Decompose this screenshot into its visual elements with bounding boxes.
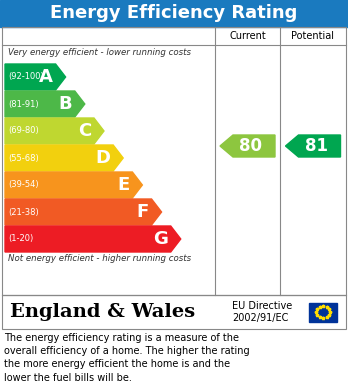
Text: A: A bbox=[39, 68, 53, 86]
Text: Very energy efficient - lower running costs: Very energy efficient - lower running co… bbox=[8, 48, 191, 57]
Text: Energy Efficiency Rating: Energy Efficiency Rating bbox=[50, 5, 298, 23]
Bar bbox=[2, 295, 346, 329]
Text: (39-54): (39-54) bbox=[8, 181, 39, 190]
Polygon shape bbox=[285, 135, 340, 157]
Bar bbox=[2, 27, 346, 295]
Text: (1-20): (1-20) bbox=[8, 235, 33, 244]
Polygon shape bbox=[5, 145, 123, 171]
Polygon shape bbox=[5, 172, 142, 198]
Text: D: D bbox=[95, 149, 110, 167]
Polygon shape bbox=[5, 199, 161, 225]
Text: B: B bbox=[58, 95, 72, 113]
Polygon shape bbox=[5, 64, 66, 90]
Text: Current: Current bbox=[229, 31, 266, 41]
Polygon shape bbox=[5, 118, 104, 144]
Text: 80: 80 bbox=[239, 137, 262, 155]
Text: (81-91): (81-91) bbox=[8, 99, 39, 108]
Bar bbox=[0, 0, 348, 27]
Polygon shape bbox=[220, 135, 275, 157]
Text: (69-80): (69-80) bbox=[8, 127, 39, 136]
Polygon shape bbox=[5, 91, 85, 117]
Text: F: F bbox=[136, 203, 149, 221]
Text: 81: 81 bbox=[305, 137, 328, 155]
Text: (55-68): (55-68) bbox=[8, 154, 39, 163]
Text: England & Wales: England & Wales bbox=[10, 303, 195, 321]
Text: (21-38): (21-38) bbox=[8, 208, 39, 217]
Text: (92-100): (92-100) bbox=[8, 72, 44, 81]
Text: The energy efficiency rating is a measure of the
overall efficiency of a home. T: The energy efficiency rating is a measur… bbox=[4, 333, 250, 383]
Text: G: G bbox=[153, 230, 168, 248]
Polygon shape bbox=[5, 226, 181, 252]
Text: EU Directive
2002/91/EC: EU Directive 2002/91/EC bbox=[232, 301, 292, 323]
Bar bbox=[309, 303, 337, 321]
Text: Not energy efficient - higher running costs: Not energy efficient - higher running co… bbox=[8, 254, 191, 263]
Text: E: E bbox=[117, 176, 129, 194]
Text: C: C bbox=[78, 122, 91, 140]
Text: Potential: Potential bbox=[292, 31, 334, 41]
